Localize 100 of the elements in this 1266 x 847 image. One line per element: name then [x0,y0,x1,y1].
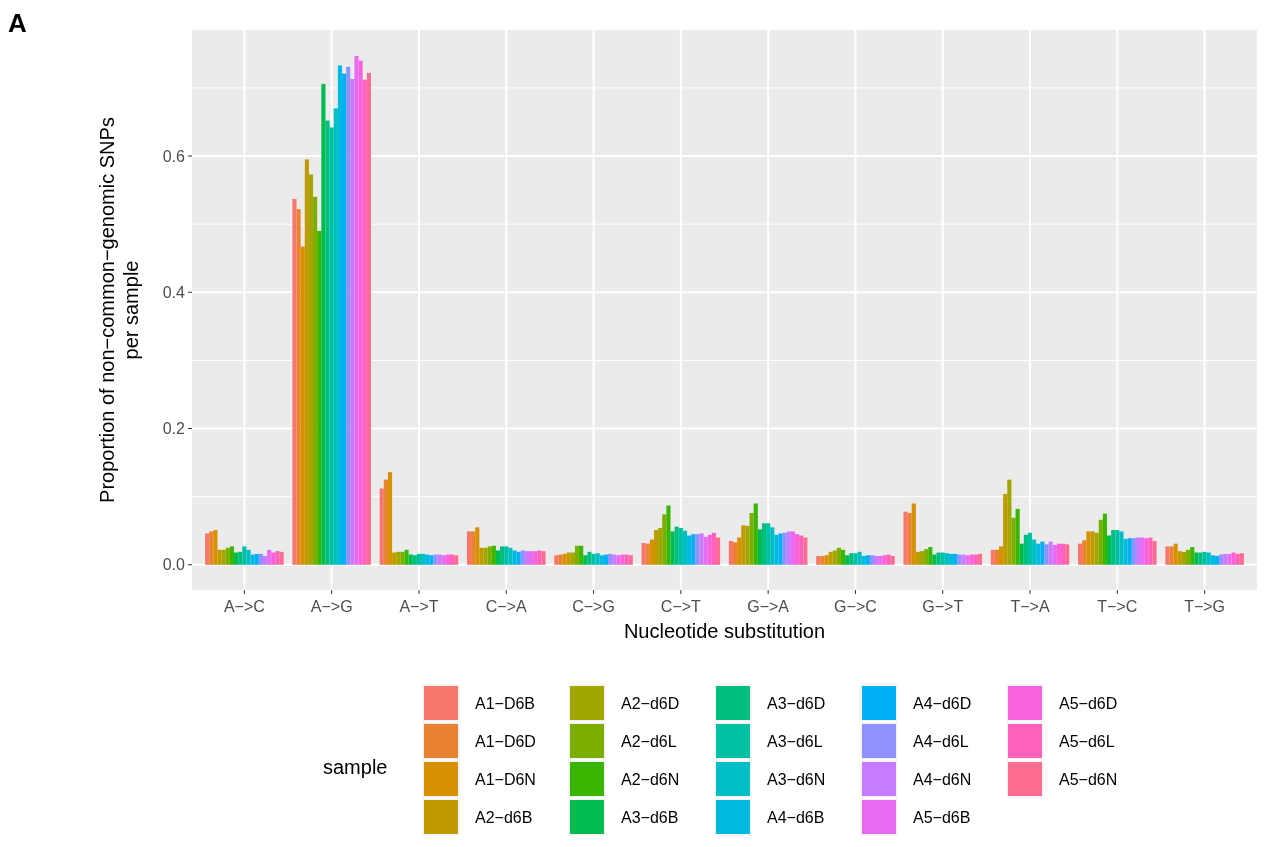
bar [491,545,496,565]
bar [882,555,887,565]
bar [433,554,438,565]
bar [790,531,796,565]
legend-title: sample [323,756,388,778]
bar [412,555,417,565]
legend-label: A5−d6D [1059,694,1118,712]
bar [969,554,974,565]
bar [1027,532,1033,565]
bar [558,554,563,565]
legend-label: A2−d6L [621,732,677,750]
bar [682,530,688,565]
bar [1131,538,1136,565]
legend-label: A2−d6B [475,808,533,826]
bar [350,79,355,565]
bar [1140,537,1145,565]
bar [221,549,226,565]
bar [471,531,476,565]
bar [1135,537,1141,565]
bar [861,555,866,565]
bar [628,555,633,565]
bar [599,555,604,565]
bar [217,549,222,565]
bar [911,503,916,565]
bar [1044,544,1049,565]
bar [761,523,767,565]
bar [832,550,837,565]
bar [238,551,243,565]
bar [520,550,525,565]
bar [354,55,359,565]
bar [1123,538,1128,565]
bar [770,527,775,565]
bar [524,551,530,565]
text: A [8,8,27,38]
bar [1198,552,1203,565]
bar [529,551,534,565]
bar [924,549,929,565]
bar [333,108,338,565]
bar [1052,545,1057,565]
bar [1239,553,1244,565]
bar [1078,543,1083,565]
bar [421,553,426,565]
bar [1007,479,1012,565]
bar [824,555,829,565]
bar [321,83,326,565]
bar [699,533,704,565]
legend-label: A5−d6L [1059,732,1115,750]
bar [711,532,716,565]
bar [1086,531,1091,565]
bar [225,547,230,565]
bar [479,547,484,565]
legend-label: A4−d6L [913,732,969,750]
bar [803,537,808,565]
bar [816,555,821,565]
bar [716,537,721,565]
bar [849,553,854,565]
bar [907,513,912,565]
bar [500,546,505,565]
bar [1094,532,1099,565]
legend-label: A1−D6N [475,770,536,788]
bar [508,547,513,565]
bar [1223,553,1228,565]
bar [1003,493,1008,565]
bar [275,551,280,565]
bar [1169,546,1174,565]
bar [1144,538,1149,565]
bar [262,555,268,565]
bar [317,230,322,565]
bar [670,531,675,565]
bar [258,553,263,565]
bar [1065,544,1070,565]
bar [516,551,521,565]
bar [1111,530,1116,565]
bar [674,526,679,565]
bar [441,555,446,565]
bar [973,554,978,565]
bar [666,505,671,565]
bar [786,531,791,565]
bar [271,552,276,565]
bar [205,533,210,565]
x-tick-label: A−>C [223,598,265,615]
bar [329,127,334,565]
legend-label: A4−d6B [767,808,825,826]
bar [1194,552,1199,565]
bar [1214,555,1220,565]
bar [707,534,712,565]
bar [977,553,983,565]
legend-label: A3−d6D [767,694,826,712]
bar [1127,538,1132,565]
bar [658,528,663,565]
bar [342,73,347,565]
bar [487,546,492,565]
bar [678,528,683,565]
bar [1165,546,1170,565]
y-tick-label: 0.4 [162,283,186,301]
y-axis-title: Proportion of non−common−genomic SNPs per sample [96,117,142,503]
legend-label: A2−d6D [621,694,680,712]
bar [242,546,247,565]
bar [358,60,363,565]
bar [608,553,613,565]
